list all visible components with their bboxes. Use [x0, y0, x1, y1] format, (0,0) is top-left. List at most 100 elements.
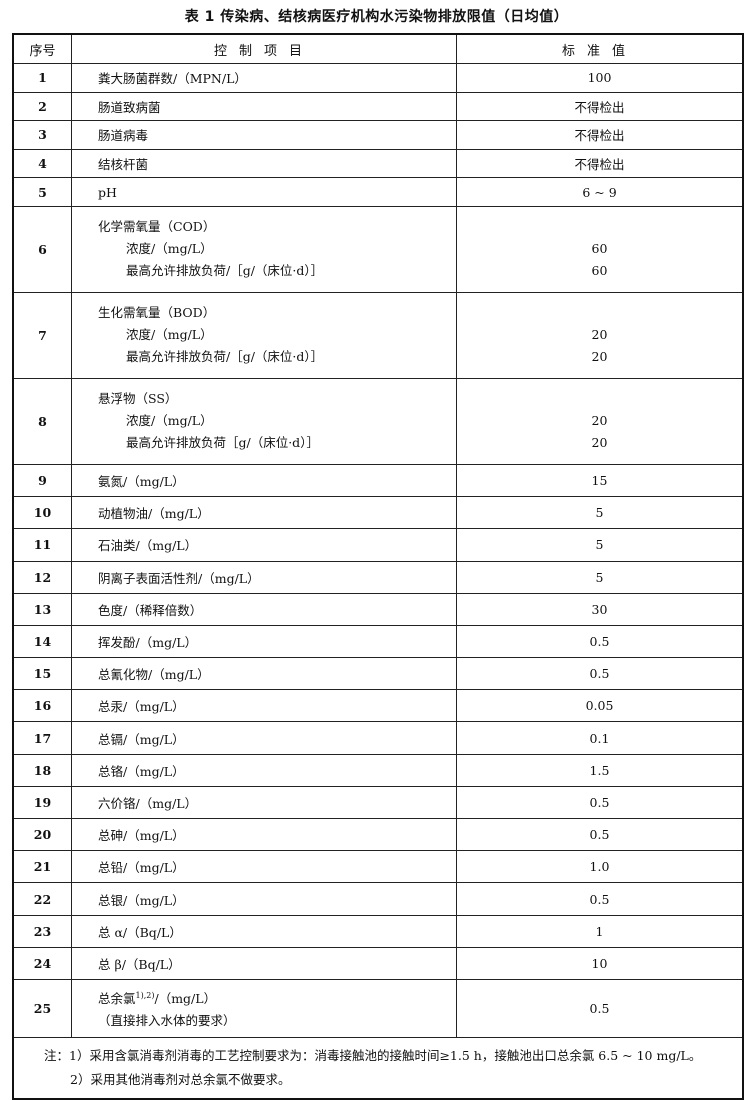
row-value: 1.0	[456, 850, 744, 884]
item-name: 总余氯	[98, 991, 136, 1007]
row-number: 19	[12, 785, 72, 820]
row-item: 动植物油/（mg/L）	[71, 496, 457, 530]
row-number: 8	[12, 377, 72, 465]
table-row: 13 色度/（稀释倍数） 30	[12, 592, 744, 626]
sub-value: 20	[591, 349, 608, 365]
row-value: 20 20	[456, 291, 744, 379]
sub-value: 20	[591, 435, 608, 451]
row-item: 悬浮物（SS） 浓度/（mg/L） 最高允许排放负荷［g/（床位·d）］	[71, 377, 457, 465]
row-item: pH	[71, 177, 457, 207]
table-row: 24 总 β/（Bq/L） 10	[12, 946, 744, 980]
table-row: 12 阴离子表面活性剂/（mg/L） 5	[12, 560, 744, 594]
sub-value: 60	[591, 263, 608, 279]
table-row: 18 总铬/（mg/L） 1.5	[12, 753, 744, 787]
table-title: 表 1 传染病、结核病医疗机构水污染物排放限值（日均值）	[184, 9, 569, 25]
row-item: 色度/（稀释倍数）	[71, 592, 457, 626]
row-item: 总 β/（Bq/L）	[71, 946, 457, 980]
note-1: 注：1）采用含氯消毒剂消毒的工艺控制要求为：消毒接触池的接触时间≥1.5 h，接…	[44, 1047, 702, 1063]
row-number: 4	[12, 148, 72, 179]
table-row: 10 动植物油/（mg/L） 5	[12, 496, 744, 530]
row-item: 总铅/（mg/L）	[71, 850, 457, 884]
row-value: 0.5	[456, 882, 744, 916]
row-number: 2	[12, 91, 72, 122]
row-number: 14	[12, 624, 72, 659]
row-item: 肠道致病菌	[71, 91, 457, 122]
notes-row: 注：1）采用含氯消毒剂消毒的工艺控制要求为：消毒接触池的接触时间≥1.5 h，接…	[12, 1036, 744, 1100]
table-row: 16 总汞/（mg/L） 0.05	[12, 689, 744, 723]
row-item: 六价铬/（mg/L）	[71, 785, 457, 820]
row-value: 6 ~ 9	[456, 177, 744, 207]
row-item: 粪大肠菌群数/（MPN/L）	[71, 63, 457, 93]
table-row: 1 粪大肠菌群数/（MPN/L） 100	[12, 63, 744, 93]
row-number: 22	[12, 882, 72, 916]
row-value: 20 20	[456, 377, 744, 465]
sub-item: 浓度/（mg/L）	[126, 327, 213, 343]
sub-item: 最高允许排放负荷/［g/（床位·d）］	[126, 263, 324, 279]
row-item: 总银/（mg/L）	[71, 882, 457, 916]
row-item: 挥发酚/（mg/L）	[71, 624, 457, 659]
table-row: 21 总铅/（mg/L） 1.0	[12, 850, 744, 884]
row-item: 总余氯1),2)/（mg/L） （直接排入水体的要求）	[71, 978, 457, 1038]
row-number: 23	[12, 914, 72, 948]
item-name: 化学需氧量（COD）	[98, 219, 216, 235]
row-value: 30	[456, 592, 744, 626]
table-row: 6 化学需氧量（COD） 浓度/（mg/L） 最高允许排放负荷/［g/（床位·d）…	[12, 205, 744, 293]
table-row: 15 总氰化物/（mg/L） 0.5	[12, 657, 744, 691]
note-2: 2）采用其他消毒剂对总余氯不做要求。	[70, 1071, 291, 1087]
item-name: 生化需氧量（BOD）	[98, 305, 216, 321]
row-value: 不得检出	[456, 120, 744, 150]
row-number: 24	[12, 946, 72, 980]
table-row: 8 悬浮物（SS） 浓度/（mg/L） 最高允许排放负荷［g/（床位·d）］ 20…	[12, 377, 744, 465]
table-row: 23 总 α/（Bq/L） 1	[12, 914, 744, 948]
table-row: 19 六价铬/（mg/L） 0.5	[12, 785, 744, 820]
row-value: 5	[456, 496, 744, 530]
row-value: 不得检出	[456, 91, 744, 122]
table-row: 5 pH 6 ~ 9	[12, 177, 744, 207]
header-value: 标准值	[456, 33, 744, 64]
header-no: 序号	[12, 33, 72, 64]
row-number: 17	[12, 721, 72, 755]
row-value: 1	[456, 914, 744, 948]
row-value: 1.5	[456, 753, 744, 787]
row-value: 0.5	[456, 624, 744, 659]
row-number: 16	[12, 689, 72, 723]
sub-value: 20	[591, 413, 608, 429]
table-row: 3 肠道病毒 不得检出	[12, 120, 744, 150]
row-item: 总砷/（mg/L）	[71, 818, 457, 852]
row-item: 肠道病毒	[71, 120, 457, 150]
row-number: 3	[12, 120, 72, 150]
sub-item: 最高允许排放负荷/［g/（床位·d）］	[126, 349, 324, 365]
table-row: 14 挥发酚/（mg/L） 0.5	[12, 624, 744, 659]
row-number: 10	[12, 496, 72, 530]
row-number: 6	[12, 205, 72, 293]
row-item: 阴离子表面活性剂/（mg/L）	[71, 560, 457, 594]
row-value: 0.5	[456, 818, 744, 852]
row-value: 5	[456, 560, 744, 594]
row-item: 氨氮/（mg/L）	[71, 463, 457, 498]
row-number: 5	[12, 177, 72, 207]
row-number: 1	[12, 63, 72, 93]
header-item: 控制项目	[71, 33, 457, 64]
row-number: 18	[12, 753, 72, 787]
row-number: 7	[12, 291, 72, 379]
emission-limits-table: 序号 控制项目 标准值 1 粪大肠菌群数/（MPN/L） 100 2 肠道致病菌 不得…	[12, 33, 744, 1100]
row-value: 15	[456, 463, 744, 498]
table-header-row: 序号 控制项目 标准值	[12, 33, 744, 64]
sub-value: 20	[591, 327, 608, 343]
sub-value: 60	[591, 241, 608, 257]
sub-item: 浓度/（mg/L）	[126, 241, 213, 257]
table-row: 22 总银/（mg/L） 0.5	[12, 882, 744, 916]
item-note: （直接排入水体的要求）	[98, 1013, 236, 1029]
footnote-ref: 1),2)	[135, 990, 155, 1000]
table-row: 7 生化需氧量（BOD） 浓度/（mg/L） 最高允许排放负荷/［g/（床位·d）…	[12, 291, 744, 379]
table-row: 11 石油类/（mg/L） 5	[12, 528, 744, 562]
table-row: 4 结核杆菌 不得检出	[12, 148, 744, 179]
row-value: 0.1	[456, 721, 744, 755]
row-value: 0.5	[456, 657, 744, 691]
row-value: 不得检出	[456, 148, 744, 179]
row-number: 11	[12, 528, 72, 562]
row-item: 总铬/（mg/L）	[71, 753, 457, 787]
row-value: 0.5	[456, 978, 744, 1038]
row-number: 25	[12, 978, 72, 1038]
table-row: 17 总镉/（mg/L） 0.1	[12, 721, 744, 755]
